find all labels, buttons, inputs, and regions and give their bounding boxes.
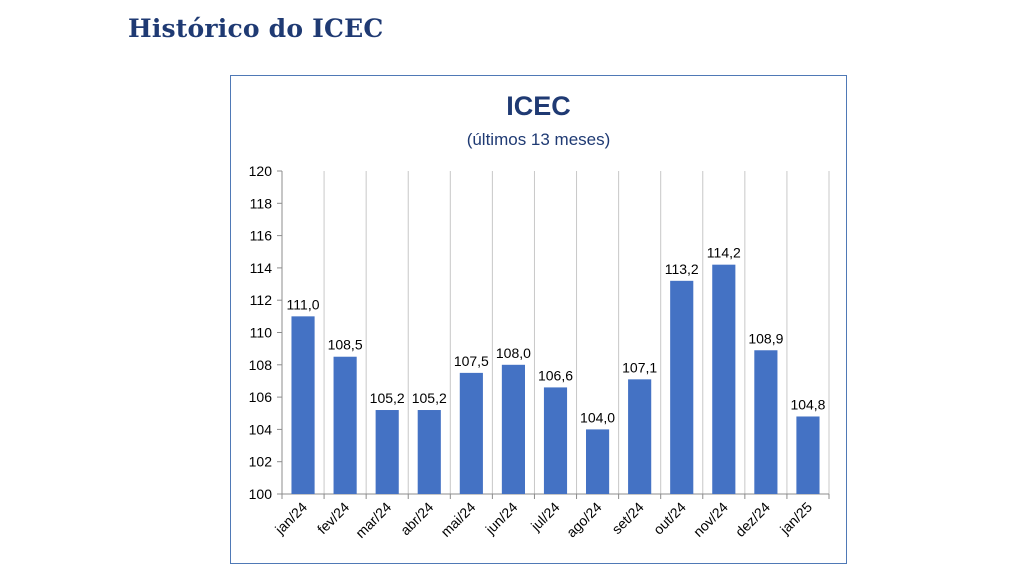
x-tick-label: jan/24 — [271, 499, 310, 538]
y-tick-label: 106 — [249, 389, 273, 405]
y-tick-label: 110 — [250, 325, 273, 341]
y-tick-label: 114 — [250, 260, 273, 276]
bar-jul-24 — [543, 387, 568, 494]
data-label: 108,5 — [328, 337, 363, 353]
bar-jan-25 — [796, 416, 820, 494]
chart-subtitle: (últimos 13 meses) — [466, 130, 611, 149]
bar-layer — [291, 264, 820, 494]
x-tick-label: jul/24 — [527, 499, 563, 535]
x-tick-label: nov/24 — [690, 499, 731, 540]
bar-set-24 — [628, 379, 652, 494]
data-label: 105,2 — [370, 390, 405, 406]
y-tick-label: 100 — [249, 486, 273, 502]
data-label: 107,1 — [622, 359, 657, 375]
data-label: 108,9 — [748, 330, 783, 346]
y-tick-label: 118 — [250, 195, 273, 211]
y-tick-label: 112 — [250, 292, 273, 308]
x-tick-label: dez/24 — [732, 499, 773, 540]
data-label: 107,5 — [454, 353, 489, 369]
x-tick-label: fev/24 — [314, 499, 352, 537]
data-label: 106,6 — [538, 367, 573, 383]
chart-frame: ICEC (últimos 13 meses) 100 102 104 106 108 1… — [230, 75, 847, 564]
data-label: 104,8 — [790, 396, 825, 412]
data-label: 104,0 — [580, 409, 615, 425]
x-tick-label: mai/24 — [437, 499, 478, 540]
bar-mai-24 — [459, 372, 483, 494]
chart-title: ICEC — [506, 91, 571, 121]
data-label: 105,2 — [412, 390, 447, 406]
y-tick-label: 108 — [249, 357, 273, 373]
bar-dez-24 — [754, 350, 778, 494]
bar-mar-24 — [375, 410, 399, 494]
grid-layer — [323, 171, 830, 494]
bar-nov-24 — [712, 264, 736, 494]
axis-layer: 100 102 104 106 108 110 112 114 116 118 120 — [249, 163, 830, 502]
x-tick-label: mar/24 — [352, 499, 394, 541]
bar-abr-24 — [417, 410, 441, 494]
data-label: 108,0 — [496, 345, 531, 361]
x-tick-label: jan/25 — [776, 499, 815, 538]
x-tick-label: set/24 — [608, 499, 646, 537]
data-label: 114,2 — [707, 245, 741, 261]
bar-ago-24 — [586, 429, 610, 494]
bar-jun-24 — [501, 364, 525, 494]
bar-fev-24 — [333, 356, 357, 494]
data-label: 111,0 — [287, 296, 320, 312]
y-tick-label: 102 — [249, 454, 273, 470]
x-tick-label: out/24 — [650, 499, 689, 538]
y-tick-label: 120 — [249, 163, 273, 179]
chart-svg: 100 102 104 106 108 110 112 114 116 118 120 111,0 j… — [249, 163, 830, 541]
bar-out-24 — [670, 280, 694, 494]
x-tick-label: ago/24 — [563, 499, 605, 541]
page-heading: Histórico do ICEC — [128, 14, 384, 43]
x-tick-label: abr/24 — [397, 499, 437, 539]
x-tick-label: jun/24 — [482, 499, 521, 538]
bar-jan-24 — [291, 316, 315, 494]
data-label: 113,2 — [665, 261, 699, 277]
y-tick-label: 104 — [249, 421, 273, 437]
y-tick-label: 116 — [250, 228, 273, 244]
